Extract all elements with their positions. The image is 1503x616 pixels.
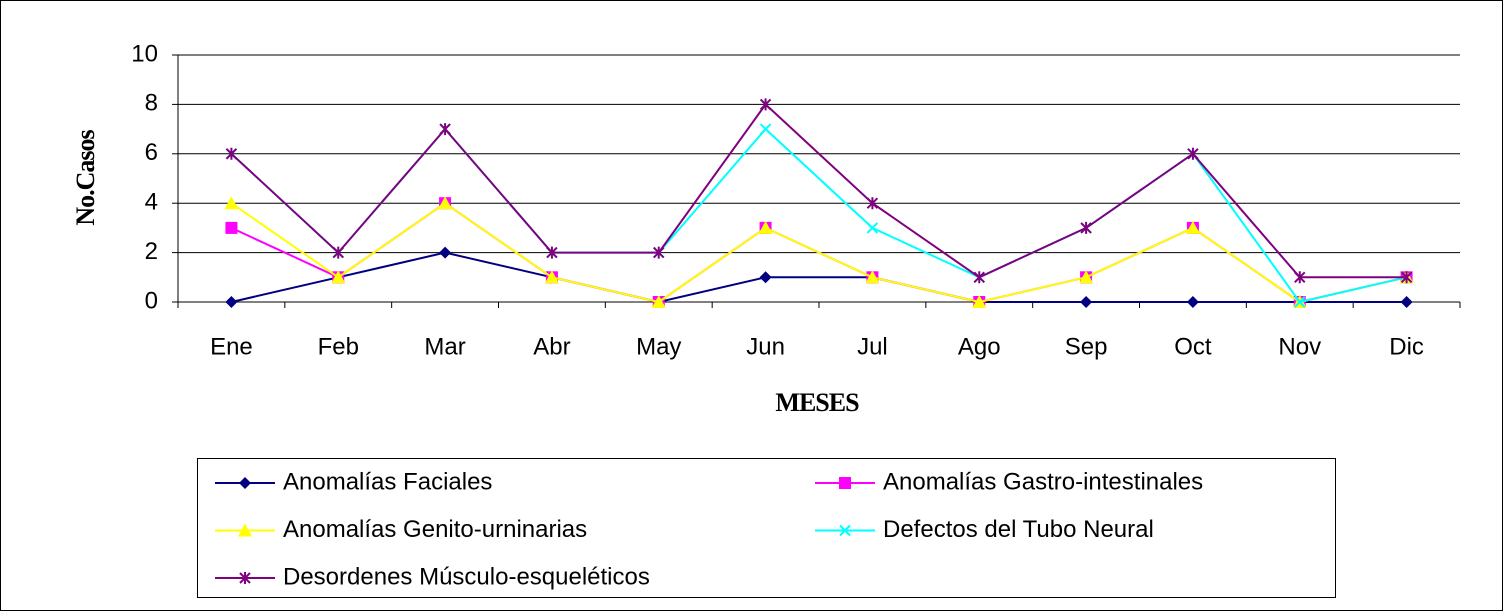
marker xyxy=(1185,220,1200,234)
legend-label: Defectos del Tubo Neural xyxy=(883,516,1154,543)
marker xyxy=(225,221,238,234)
marker xyxy=(544,270,559,284)
marker xyxy=(839,524,851,537)
y-tick-label: 6 xyxy=(145,139,158,166)
marker xyxy=(239,477,251,489)
marker xyxy=(225,296,238,308)
x-tick-label: Sep xyxy=(1065,333,1108,360)
marker xyxy=(1400,271,1413,284)
marker xyxy=(1294,271,1306,284)
y-tick-label: 8 xyxy=(145,90,158,117)
marker xyxy=(759,98,772,111)
marker xyxy=(1080,221,1092,234)
x-tick-label: Jun xyxy=(746,333,785,360)
y-tick-label: 2 xyxy=(145,238,158,265)
x-tick-label: Jul xyxy=(857,333,888,360)
marker xyxy=(1079,270,1094,284)
legend-box xyxy=(197,458,1336,598)
marker xyxy=(238,523,252,537)
marker xyxy=(546,246,558,259)
marker xyxy=(1400,296,1413,308)
marker xyxy=(758,220,773,234)
y-tick-label: 10 xyxy=(131,40,158,67)
y-axis-label: No.Casos xyxy=(71,129,100,225)
x-tick-label: Ago xyxy=(958,333,1001,360)
marker xyxy=(239,572,251,584)
marker xyxy=(1186,296,1199,308)
y-tick-label: 0 xyxy=(145,287,158,314)
marker xyxy=(438,196,453,210)
marker xyxy=(651,295,666,308)
marker xyxy=(865,270,880,284)
marker xyxy=(866,222,879,234)
marker xyxy=(331,270,346,284)
series-line xyxy=(230,102,1407,279)
x-tick-label: Feb xyxy=(318,333,359,360)
marker xyxy=(225,147,238,160)
marker xyxy=(839,477,851,489)
series-line xyxy=(230,201,1407,304)
legend-label: Desordenes Músculo-esqueléticos xyxy=(283,563,650,590)
marker xyxy=(439,123,451,136)
marker xyxy=(439,246,452,259)
marker xyxy=(1187,147,1199,160)
x-tick-label: Mar xyxy=(424,333,465,360)
x-tick-label: Nov xyxy=(1278,333,1321,360)
legend-label: Anomalías Faciales xyxy=(283,468,492,495)
series-line xyxy=(231,251,1407,304)
marker xyxy=(972,295,987,308)
marker xyxy=(866,197,879,210)
x-tick-label: Abr xyxy=(533,333,570,360)
legend-label: Anomalías Gastro-intestinales xyxy=(883,468,1203,495)
marker xyxy=(1294,296,1306,308)
x-axis-label: MESES xyxy=(775,388,859,417)
x-tick-label: Oct xyxy=(1174,333,1212,360)
y-tick-label: 4 xyxy=(145,189,158,216)
x-tick-label: Dic xyxy=(1389,333,1424,360)
marker xyxy=(973,271,985,284)
marker xyxy=(1080,296,1093,308)
marker xyxy=(224,196,239,210)
marker xyxy=(759,123,772,135)
legend-label: Anomalías Genito-urninarias xyxy=(283,516,587,543)
x-tick-label: May xyxy=(636,333,681,360)
x-tick-label: Ene xyxy=(210,333,253,360)
marker xyxy=(759,271,772,284)
marker xyxy=(653,246,665,259)
marker xyxy=(332,246,344,259)
